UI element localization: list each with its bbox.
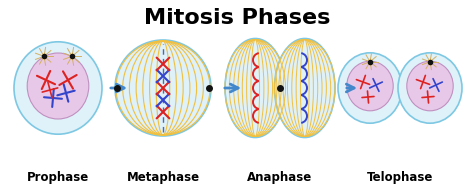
Ellipse shape <box>14 42 102 134</box>
Text: Prophase: Prophase <box>27 172 89 184</box>
Ellipse shape <box>225 38 285 138</box>
Text: Telophase: Telophase <box>367 172 433 184</box>
Ellipse shape <box>274 38 335 138</box>
Text: Anaphase: Anaphase <box>247 172 313 184</box>
Ellipse shape <box>338 53 402 123</box>
Ellipse shape <box>27 53 89 119</box>
Ellipse shape <box>398 53 462 123</box>
Text: Metaphase: Metaphase <box>127 172 200 184</box>
Ellipse shape <box>407 61 453 111</box>
Ellipse shape <box>347 61 393 111</box>
Ellipse shape <box>115 40 211 136</box>
Text: Mitosis Phases: Mitosis Phases <box>144 8 330 28</box>
